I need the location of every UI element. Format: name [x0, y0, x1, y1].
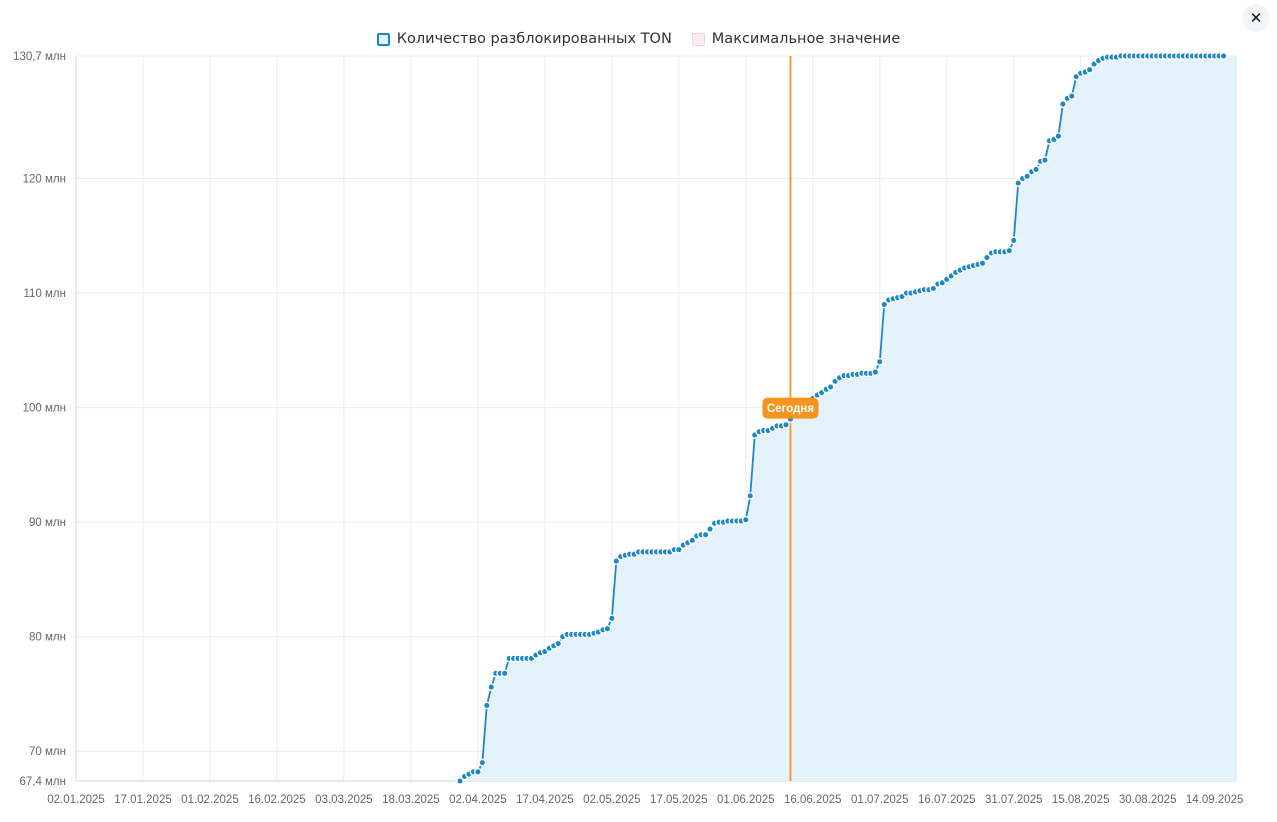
data-point: [706, 525, 714, 533]
close-button[interactable]: ✕: [1242, 4, 1270, 32]
legend-item-unlocked[interactable]: Количество разблокированных TON: [376, 31, 672, 47]
x-tick-label: 01.07.2025: [851, 794, 909, 806]
x-tick-label: 30.08.2025: [1119, 794, 1177, 806]
x-tick-label: 17.01.2025: [114, 794, 172, 806]
data-point: [456, 777, 464, 785]
legend-label-unlocked: Количество разблокированных TON: [396, 31, 672, 47]
data-point: [1032, 165, 1040, 174]
data-point: [1005, 246, 1014, 255]
x-tick-label: 17.05.2025: [650, 794, 708, 806]
data-point: [978, 259, 987, 268]
data-point: [688, 536, 697, 545]
data-point: [612, 557, 621, 565]
data-point: [746, 491, 755, 500]
data-point: [1067, 92, 1076, 100]
legend-swatch-max: [691, 32, 705, 46]
data-point: [875, 357, 884, 366]
data-point: [674, 545, 683, 554]
data-point: [487, 683, 496, 691]
legend-item-max[interactable]: Максимальное значение: [691, 31, 901, 47]
data-point: [826, 383, 835, 391]
legend-label-max: Максимальное значение: [711, 31, 901, 47]
data-point: [983, 253, 991, 262]
x-tick-label: 17.04.2025: [516, 794, 574, 806]
y-tick-label: 80 млн: [29, 632, 66, 644]
x-tick-label: 14.09.2025: [1186, 794, 1244, 806]
data-point: [1009, 236, 1018, 245]
x-tick-label: 01.02.2025: [181, 794, 239, 806]
x-tick-label: 01.06.2025: [717, 794, 775, 806]
data-point: [1041, 156, 1049, 165]
y-tick-label: 70 млн: [29, 746, 66, 758]
data-point: [603, 624, 612, 633]
y-tick-label: 67,4 млн: [19, 776, 66, 788]
x-tick-label: 02.05.2025: [583, 794, 641, 806]
x-tick-label: 16.07.2025: [918, 794, 976, 806]
data-point: [482, 701, 491, 710]
y-tick-label: 90 млн: [29, 517, 66, 529]
data-point: [1085, 65, 1094, 74]
legend-swatch-unlocked: [376, 32, 390, 46]
data-point: [741, 516, 750, 524]
data-point: [782, 420, 790, 429]
x-tick-label: 16.06.2025: [784, 794, 842, 806]
data-point: [701, 530, 710, 539]
today-label: Сегодня: [767, 403, 814, 415]
data-point: [929, 284, 938, 293]
data-point: [474, 767, 482, 776]
x-tick-label: 15.08.2025: [1052, 794, 1110, 806]
x-tick-label: 31.07.2025: [985, 794, 1043, 806]
x-tick-label: 02.04.2025: [449, 794, 507, 806]
data-point: [478, 758, 487, 767]
series-area-fill: [460, 56, 1237, 781]
data-point: [1219, 52, 1228, 60]
data-point: [880, 300, 889, 309]
data-point: [500, 669, 509, 678]
today-label-badge: [762, 397, 819, 419]
data-point: [1023, 172, 1031, 181]
x-tick-label: 18.03.2025: [382, 794, 440, 806]
x-tick-label: 02.01.2025: [47, 794, 105, 806]
y-tick-label: 120 млн: [23, 174, 66, 186]
data-point: [1059, 100, 1067, 108]
x-tick-label: 03.03.2025: [315, 794, 373, 806]
data-point: [554, 639, 563, 648]
y-tick-label: 110 млн: [24, 288, 67, 300]
chart-legend: Количество разблокированных TON Максимал…: [0, 28, 1277, 50]
data-point: [1014, 179, 1023, 187]
data-point: [1054, 132, 1063, 141]
x-tick-label: 16.02.2025: [248, 794, 306, 806]
data-point: [871, 368, 880, 376]
close-icon: ✕: [1249, 9, 1263, 27]
y-tick-label: 100 млн: [23, 403, 66, 415]
y-tick-label: 130,7 млн: [13, 51, 66, 63]
data-point: [607, 614, 616, 623]
